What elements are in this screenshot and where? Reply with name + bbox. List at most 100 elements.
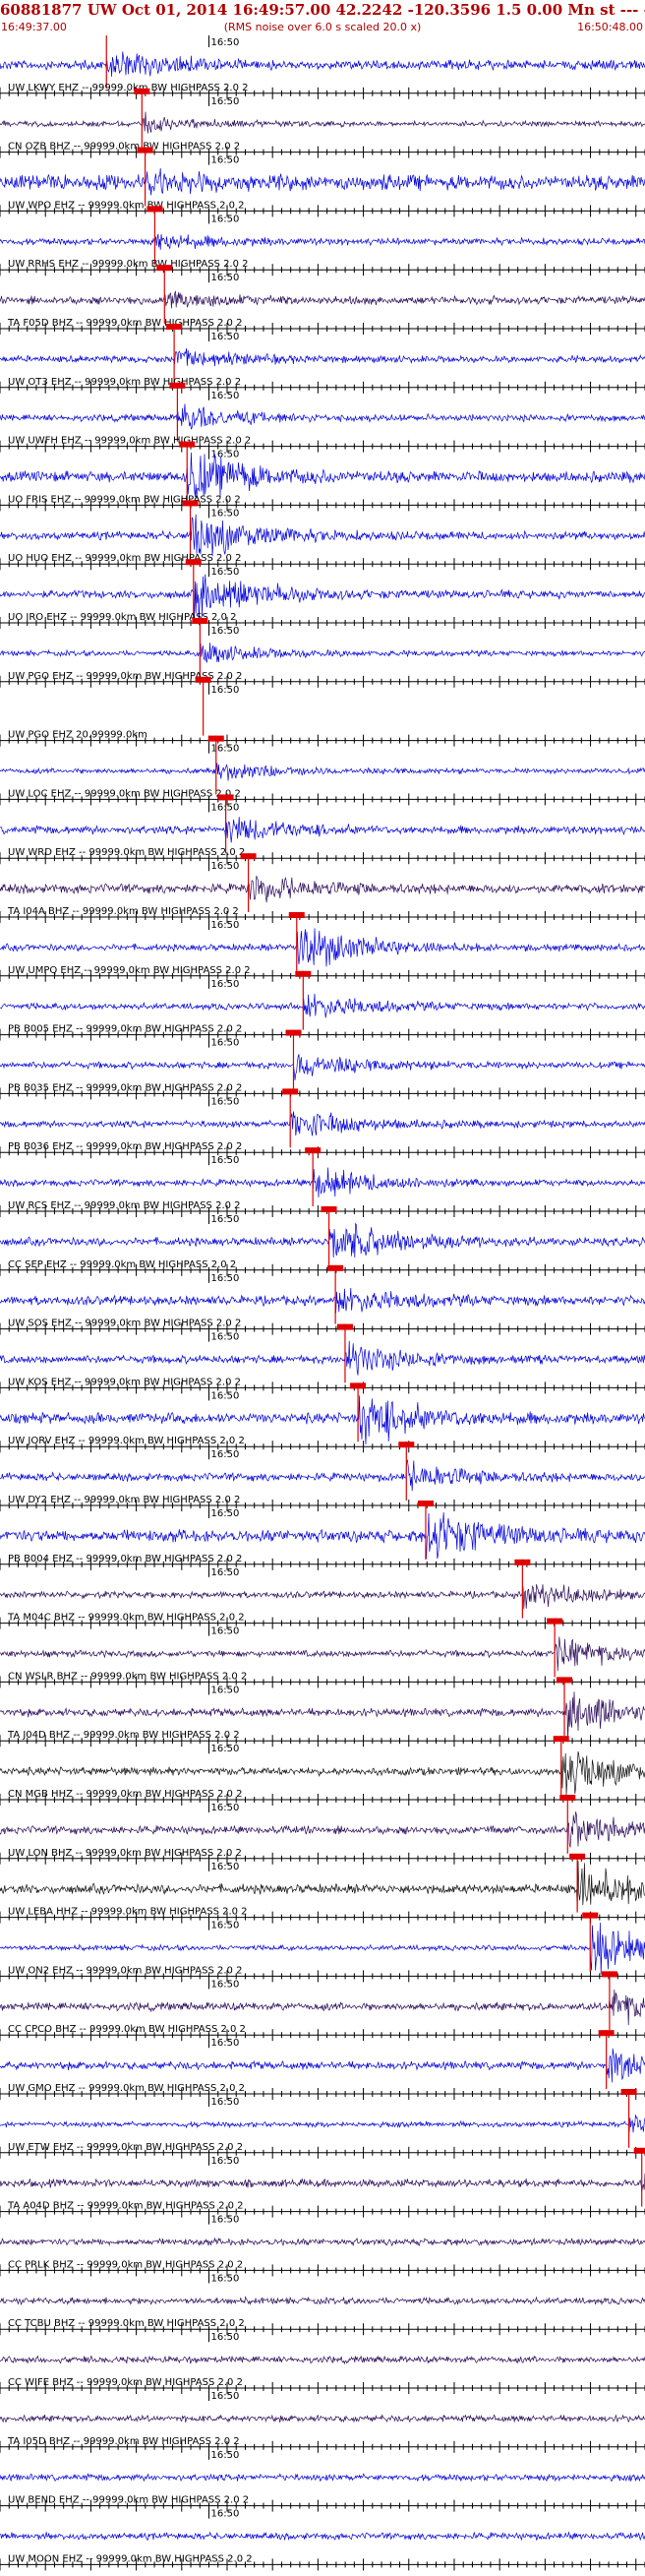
station-label: PB B035 EHZ -- 99999.0km BW HIGHPASS 2.0…	[8, 1082, 242, 1093]
minute-label: 16:50	[211, 37, 240, 48]
minute-label: 16:50	[211, 1273, 240, 1284]
station-label: UW SOS EHZ -- 99999.0km BW HIGHPASS 2.0 …	[8, 1319, 241, 1329]
trace-row: 16:50 UO HUO EHZ -- 99999.0km BW HIGHPASS…	[0, 500, 645, 571]
minute-label: 16:50	[211, 155, 240, 166]
waveform	[0, 1287, 645, 1314]
trace-row: 16:50 PB B004 EHZ -- 99999.0km BW HIGHPAS…	[0, 1501, 645, 1570]
station-label: PB B005 EHZ -- 99999.0km BW HIGHPASS 2.0…	[8, 1024, 242, 1035]
event-title: 60881877 UW Oct 01, 2014 16:49:57.00 42.…	[0, 1, 645, 19]
station-label: UW UWFH EHZ -- 99999.0km BW HIGHPASS 2.0…	[8, 436, 251, 447]
minute-label: 16:50	[211, 332, 240, 342]
waveform	[0, 2531, 645, 2542]
waveform	[0, 2237, 645, 2246]
station-label: UW LOC EHZ -- 99999.0km BW HIGHPASS 2.0 …	[8, 788, 241, 799]
minute-label: 16:50	[211, 391, 240, 401]
station-label: UW DY2 EHZ -- 99999.0km BW HIGHPASS 2.0 …	[8, 1495, 240, 1505]
pick-flag	[321, 1206, 337, 1212]
pick-flag	[207, 735, 224, 742]
minute-label: 16:50	[211, 685, 240, 696]
trace-row: 16:50 UW UWFH EHZ -- 99999.0km BW HIGHPAS…	[0, 382, 645, 453]
station-label: UW WPO EHZ -- 99999.0km BW HIGHPASS 2.0 …	[8, 200, 245, 211]
minute-label: 16:50	[211, 567, 240, 578]
station-label: UW LEBA HHZ -- 99999.0km BW HIGHPASS 2.0…	[8, 1907, 248, 1918]
waveform	[0, 1054, 645, 1080]
trace-row: 16:50 UW RRHS EHZ -- 99999.0km BW HIGHPAS…	[0, 206, 645, 276]
pick-flag	[295, 970, 312, 977]
pick-flag	[305, 1147, 322, 1154]
station-label: UW RCS EHZ -- 99999.0km BW HIGHPASS 2.0 …	[8, 1200, 241, 1211]
trace-row: 16:50 CC PRLK BHZ -- 99999.0km BW HIGHPAS…	[0, 2212, 645, 2277]
pick-flag	[217, 794, 234, 801]
waveform	[0, 1989, 645, 2026]
waveform	[0, 875, 645, 903]
trace-row: 16:50 CN MGB HHZ -- 99999.0km BW HIGHPASS…	[0, 1736, 645, 1806]
pick-flag	[398, 1441, 415, 1448]
waveform	[0, 1636, 645, 1672]
start-time-label: 16:49:37.00	[1, 21, 67, 33]
station-label: UW BEND EHZ -- 99999.0km BW HIGHPASS 2.0…	[8, 2495, 249, 2506]
minute-label: 16:50	[211, 273, 240, 283]
trace-row: 16:50 UW PGO EHZ -- 99999.0km BW HIGHPASS…	[0, 618, 645, 688]
station-label: TA M04C BHZ -- 99999.0km BW HIGHPASS 2.0…	[7, 1613, 245, 1624]
trace-row: 16:50 UW DY2 EHZ -- 99999.0km BW HIGHPASS…	[0, 1441, 645, 1511]
waveform	[0, 1861, 645, 1912]
minute-label: 16:50	[211, 861, 240, 872]
waveform	[0, 1222, 645, 1258]
waveform	[0, 1691, 645, 1741]
pick-flag	[169, 382, 186, 389]
trace-row: 16:50 TA J04D BHZ -- 99999.0km BW HIGHPAS…	[0, 1677, 645, 1748]
minute-label: 16:50	[211, 1744, 240, 1754]
pick-flag	[598, 2030, 615, 2037]
pick-flag	[582, 1912, 599, 1919]
plot-header: 60881877 UW Oct 01, 2014 16:49:57.00 42.…	[0, 0, 645, 39]
minute-label: 16:50	[211, 1449, 240, 1460]
trace-row: 16:50 PB B036 EHZ -- 99999.0km BW HIGHPAS…	[0, 1088, 645, 1159]
pick-flag	[557, 1677, 572, 1684]
waveform	[0, 51, 645, 77]
waveform	[0, 1111, 645, 1136]
minute-label: 16:50	[211, 1214, 240, 1225]
waveform	[0, 111, 645, 134]
trace-row: 16:50 TA I04A BHZ -- 99999.0km BW HIGHPAS…	[0, 853, 645, 923]
station-label: UW KOS EHZ -- 99999.0km BW HIGHPASS 2.0 …	[8, 1377, 241, 1387]
trace-row: 16:50 CC TCBU BHZ -- 99999.0km BW HIGHPAS…	[0, 2271, 645, 2336]
waveform	[0, 1395, 645, 1444]
waveform	[0, 514, 645, 557]
minute-label: 16:50	[211, 2450, 240, 2461]
waveform	[0, 928, 645, 967]
trace-row: 16:50 UW ON2 EHZ -- 99999.0km BW HIGHPASS…	[0, 1912, 645, 1983]
waveform	[0, 452, 645, 499]
waveform	[0, 643, 645, 663]
waveform	[0, 2173, 645, 2192]
minute-label: 16:50	[211, 1803, 240, 1813]
minute-label: 16:50	[211, 1096, 240, 1107]
station-label: CC CPCO BHZ -- 99999.0km BW HIGHPASS 2.0…	[8, 2024, 246, 2035]
station-label: UW GMO EHZ -- 99999.0km BW HIGHPASS 2.0 …	[8, 2083, 245, 2094]
trace-group: 16:50 UW LKWY EHZ -- 99999.0km BW HIGHPAS…	[0, 35, 645, 2571]
end-time-label: 16:50:48.00	[577, 21, 643, 33]
waveform	[0, 817, 645, 843]
waveform	[0, 347, 645, 367]
waveform	[0, 1922, 645, 1975]
minute-label: 16:50	[211, 2273, 240, 2284]
station-label: CN MGB HHZ -- 99999.0km BW HIGHPASS 2.0 …	[8, 1789, 242, 1800]
minute-label: 16:50	[211, 2038, 240, 2049]
station-label: CC TCBU BHZ -- 99999.0km BW HIGHPASS 2.0…	[8, 2318, 245, 2329]
waveform	[0, 233, 645, 250]
trace-row: 16:50 UW SOS EHZ -- 99999.0km BW HIGHPASS…	[0, 1264, 645, 1335]
station-label: TA F05D BHZ -- 99999.0km BW HIGHPASS 2.0…	[7, 318, 242, 329]
trace-row: 16:50 UW UMPQ EHZ -- 99999.0km BW HIGHPAS…	[0, 912, 645, 982]
pick-flag	[417, 1501, 434, 1506]
trace-row: 16:50 CN WSLR BHZ -- 99999.0km BW HIGHPAS…	[0, 1618, 645, 1688]
pick-flag	[633, 2147, 645, 2154]
minute-label: 16:50	[211, 1390, 240, 1401]
station-label: UW LKWY EHZ -- 99999.0km BW HIGHPASS 2.0…	[8, 83, 249, 93]
station-label: UW UMPQ EHZ -- 99999.0km BW HIGHPASS 2.0…	[8, 965, 251, 976]
minute-label: 16:50	[211, 1038, 240, 1049]
waveform	[0, 2115, 645, 2133]
pick-flag	[336, 1323, 353, 1330]
minute-label: 16:50	[211, 1332, 240, 1343]
waveform	[0, 2414, 645, 2423]
pick-flag	[553, 1736, 569, 1743]
pick-flag	[514, 1559, 531, 1565]
